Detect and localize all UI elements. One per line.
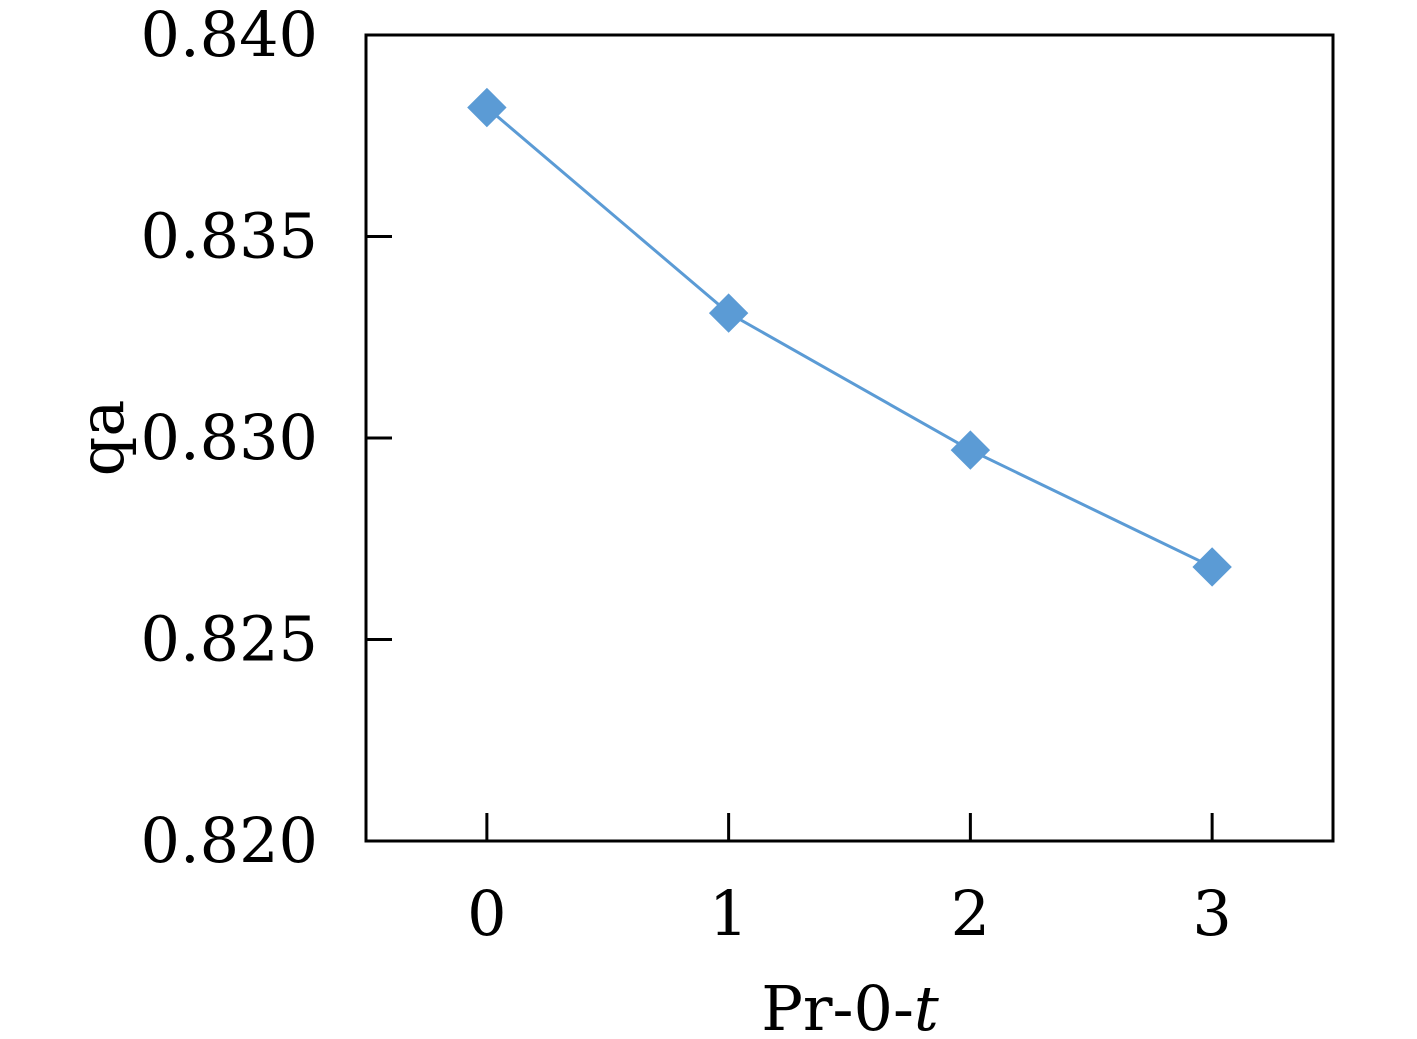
- data-point-marker: [950, 430, 991, 470]
- x-axis-title: Pr-0-t: [761, 972, 939, 1039]
- data-point-marker: [467, 87, 507, 128]
- data-point-marker: [1192, 547, 1232, 587]
- x-tick-label: 0: [467, 877, 506, 950]
- x-axis-title-prefix: Pr-0-: [761, 972, 914, 1039]
- x-tick-label: 1: [709, 877, 748, 950]
- x-tick-label: 3: [1192, 877, 1231, 950]
- x-tick-label: 2: [951, 877, 990, 950]
- y-axis-ticks: 0.840 0.835 0.830 0.825 0.820: [141, 0, 392, 877]
- y-tick-label: 0.830: [141, 401, 319, 474]
- x-axis-title-variable: t: [914, 972, 939, 1039]
- x-axis-ticks: 0 1 2 3: [467, 813, 1232, 950]
- y-tick-label: 0.820: [141, 804, 319, 877]
- y-tick-label: 0.840: [141, 0, 319, 71]
- plot-frame: [364, 33, 1335, 843]
- data-point-marker: [708, 293, 749, 333]
- series-group: [467, 87, 1232, 587]
- y-tick-label: 0.835: [141, 200, 319, 273]
- y-tick-label: 0.825: [141, 603, 319, 676]
- series-line: [485, 106, 1213, 569]
- y-axis-title: qa: [65, 400, 138, 477]
